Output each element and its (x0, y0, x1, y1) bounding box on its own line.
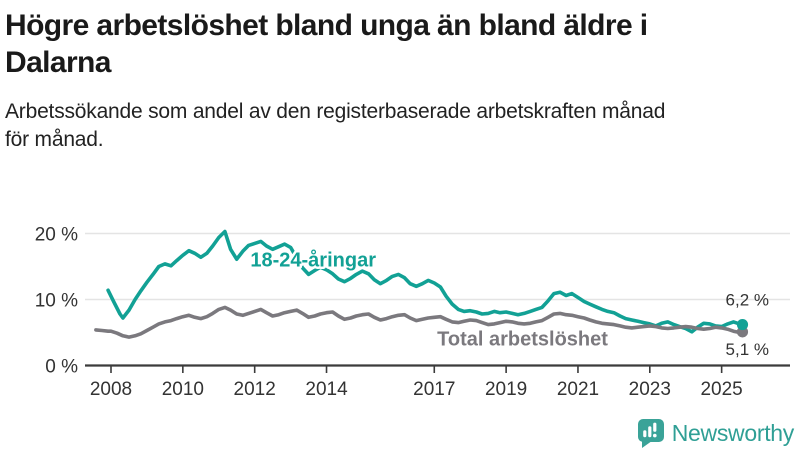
series-end-value-label-0: 6,2 % (726, 291, 769, 310)
x-axis-tick-label: 2017 (413, 379, 455, 400)
chart-subtitle-line2: för månad. (5, 128, 104, 151)
x-axis-tick-label: 2025 (700, 379, 742, 400)
x-axis-tick-label: 2010 (162, 379, 204, 400)
chart-subtitle-line1: Arbetssökande som andel av den registerb… (5, 100, 666, 123)
y-axis-tick-label: 20 % (35, 225, 78, 246)
series-label-1: Total arbetslöshet (437, 329, 608, 351)
series-label-0: 18-24-åringar (250, 249, 376, 272)
page-title: Högre arbetslöshet bland unga än bland ä… (5, 7, 785, 81)
x-axis-tick-label: 2012 (234, 379, 276, 400)
series-line-1 (94, 305, 745, 339)
x-axis-tick-label: 2019 (485, 379, 527, 400)
newsworthy-logo[interactable]: Newsworthy (637, 418, 794, 449)
series-line-0 (106, 229, 745, 334)
chart-card: Högre arbetslöshet bland unga än bland ä… (0, 7, 800, 448)
x-axis-tick-label: 2014 (305, 379, 348, 400)
chart-subtitle: Arbetssökande som andel av den registerb… (5, 98, 785, 154)
y-axis-tick-label: 0 % (45, 357, 78, 378)
y-axis-tick-label: 10 % (35, 291, 78, 312)
newsworthy-bubble-chart-icon (637, 419, 664, 448)
x-axis-tick-label: 2023 (629, 379, 671, 400)
newsworthy-logo-text: Newsworthy (671, 420, 795, 446)
series-end-dot-0 (736, 318, 749, 331)
page-title-line2: Dalarna (5, 46, 111, 79)
x-axis-tick-label: 2008 (90, 379, 132, 400)
x-axis-tick-label: 2021 (557, 379, 599, 400)
unemployment-line-chart: 0 % 10 % 20 % 2008 2010 2012 2014 2017 2019 2021 2… (35, 225, 790, 400)
series-end-value-label-1: 5,1 % (726, 340, 769, 359)
page-title-line1: Högre arbetslöshet bland unga än bland ä… (5, 9, 648, 42)
